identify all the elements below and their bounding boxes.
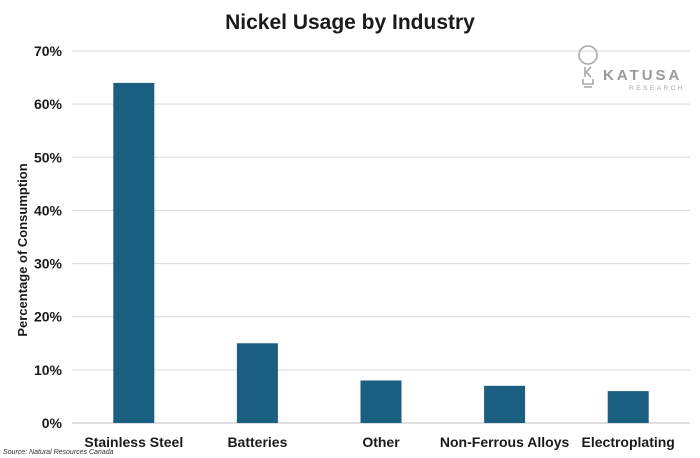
- katusa-logo: KATUSA RESEARCH: [578, 45, 685, 92]
- bar-batteries: [236, 343, 278, 423]
- source-note: Source: Natural Resources Canada: [3, 449, 114, 456]
- x-tick-label: Electroplating: [582, 434, 675, 450]
- y-tick-labels: 0% 10% 20% 30% 40% 50% 60% 70%: [34, 43, 63, 431]
- x-tick-label: Non-Ferrous Alloys: [440, 434, 570, 450]
- x-tick-label: Batteries: [227, 434, 287, 450]
- y-tick-label: 70%: [34, 43, 63, 59]
- y-tick-label: 20%: [34, 309, 63, 325]
- y-tick-label: 30%: [34, 256, 63, 272]
- bar-stainless-steel: [113, 82, 155, 423]
- logo-name: KATUSA: [603, 67, 682, 84]
- y-tick-label: 0%: [42, 415, 63, 431]
- x-tick-label: Stainless Steel: [84, 434, 183, 450]
- gridlines: [72, 50, 690, 424]
- bar-non-ferrous-alloys: [484, 385, 526, 423]
- y-axis-label: Percentage of Consumption: [15, 163, 30, 336]
- x-tick-labels: Stainless Steel Batteries Other Non-Ferrous…: [84, 434, 674, 450]
- lightbulb-k-icon: [578, 45, 598, 88]
- y-tick-label: 40%: [34, 202, 63, 218]
- x-tick-label: Other: [362, 434, 400, 450]
- chart-title: Nickel Usage by Industry: [225, 11, 475, 34]
- y-tick-label: 60%: [34, 96, 63, 112]
- bar-electroplating: [607, 391, 649, 423]
- y-tick-label: 50%: [34, 149, 63, 165]
- y-tick-label: 10%: [34, 362, 63, 378]
- logo-subtitle: RESEARCH: [629, 85, 685, 92]
- bars: [113, 82, 649, 423]
- bar-other: [360, 380, 402, 423]
